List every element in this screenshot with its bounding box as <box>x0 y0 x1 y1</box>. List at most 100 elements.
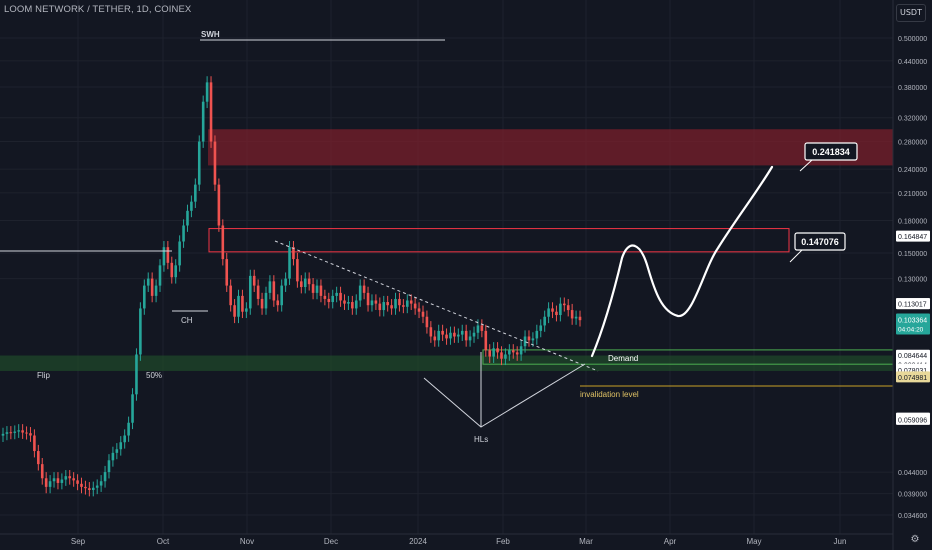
candle-body <box>217 184 221 226</box>
candle-body <box>394 298 397 309</box>
candle-body <box>107 460 111 473</box>
last-price-badge: 0.103364 04:04:20 <box>896 313 930 335</box>
settings-gear-icon[interactable]: ⚙ <box>910 534 920 545</box>
candle-body <box>417 308 421 312</box>
candle-body <box>268 281 272 293</box>
candle <box>539 319 543 338</box>
candle <box>508 344 511 361</box>
candle <box>515 346 519 361</box>
candle-body <box>170 262 174 278</box>
candle <box>405 294 409 314</box>
candle-body <box>1 433 5 436</box>
candle <box>33 429 36 458</box>
price-badge-bg <box>896 298 930 310</box>
candle-body <box>437 330 440 341</box>
candle-body <box>480 325 484 331</box>
candle-body <box>386 302 389 306</box>
price-axis-bg <box>893 0 932 550</box>
candle-body <box>303 278 307 288</box>
candle <box>182 219 185 248</box>
candle-body <box>362 285 366 293</box>
candle <box>205 76 209 109</box>
y-tick-label: 0.150000 <box>898 251 927 258</box>
candle-body <box>21 430 24 433</box>
candle <box>570 303 574 325</box>
candle-body <box>9 432 13 434</box>
candle-body <box>166 247 170 263</box>
candle-body <box>331 295 335 303</box>
candle-body <box>390 305 393 309</box>
candle-body <box>508 350 511 355</box>
target1-label: 0.241834 <box>812 147 850 157</box>
candle <box>154 279 158 303</box>
candle <box>496 342 499 359</box>
candle <box>52 472 56 488</box>
candle-body <box>343 300 346 304</box>
hls-lines <box>423 363 586 428</box>
candle-body <box>256 285 260 299</box>
candle-body <box>182 225 185 242</box>
candle-body <box>523 336 527 347</box>
candle-body <box>539 325 543 331</box>
candle <box>139 302 142 361</box>
candle <box>464 324 468 347</box>
candle <box>292 241 295 266</box>
candle <box>335 286 338 303</box>
candle-body <box>335 292 338 296</box>
candle-body <box>511 350 515 353</box>
candle-body <box>115 449 119 453</box>
candle <box>543 310 546 332</box>
candle <box>131 388 134 430</box>
candle <box>280 279 283 312</box>
price-badge-label: 0.084644 <box>898 353 927 360</box>
candle-body <box>578 316 582 321</box>
hls-label: HLs <box>474 435 488 444</box>
currency-button[interactable]: USDT <box>896 4 926 22</box>
x-tick-label: 2024 <box>409 537 427 546</box>
y-tick-label: 0.440000 <box>898 59 927 66</box>
candle <box>194 178 197 209</box>
projection-path <box>590 165 774 358</box>
candle-body <box>162 247 166 266</box>
candle-body <box>413 303 417 309</box>
candle <box>209 76 213 148</box>
candle <box>158 259 162 292</box>
candle-body <box>453 332 456 337</box>
candle <box>453 326 456 343</box>
candle-body <box>527 336 531 341</box>
candle <box>60 473 64 490</box>
candle-body <box>241 295 244 312</box>
candle-body <box>347 302 350 304</box>
x-tick-label: Jun <box>834 537 847 546</box>
candle-body <box>307 278 311 285</box>
candle <box>374 294 378 310</box>
candle-body <box>248 275 252 309</box>
candle <box>245 302 248 319</box>
y-tick-label: 0.210000 <box>898 191 927 198</box>
candle <box>425 310 429 334</box>
candle-body <box>48 481 52 487</box>
candle <box>288 241 291 285</box>
candle-body <box>457 334 460 337</box>
candle-body <box>131 394 134 423</box>
candle-body <box>284 278 287 286</box>
candle-body <box>111 452 115 461</box>
candle <box>260 292 264 315</box>
candle <box>398 292 401 312</box>
flip-zone <box>0 355 893 371</box>
swh-label: SWH <box>201 30 220 39</box>
target2-label: 0.147076 <box>801 237 839 247</box>
candle-body <box>315 285 319 293</box>
candle-body <box>300 281 303 288</box>
candle-body <box>464 330 468 341</box>
candle <box>484 324 488 357</box>
candle-body <box>323 295 327 299</box>
candle-body <box>205 82 209 102</box>
candle-body <box>158 265 162 286</box>
y-tick-label: 0.180000 <box>898 218 927 225</box>
candle-body <box>543 316 546 326</box>
candle <box>21 424 24 439</box>
candle <box>386 295 389 312</box>
candle <box>311 278 315 300</box>
